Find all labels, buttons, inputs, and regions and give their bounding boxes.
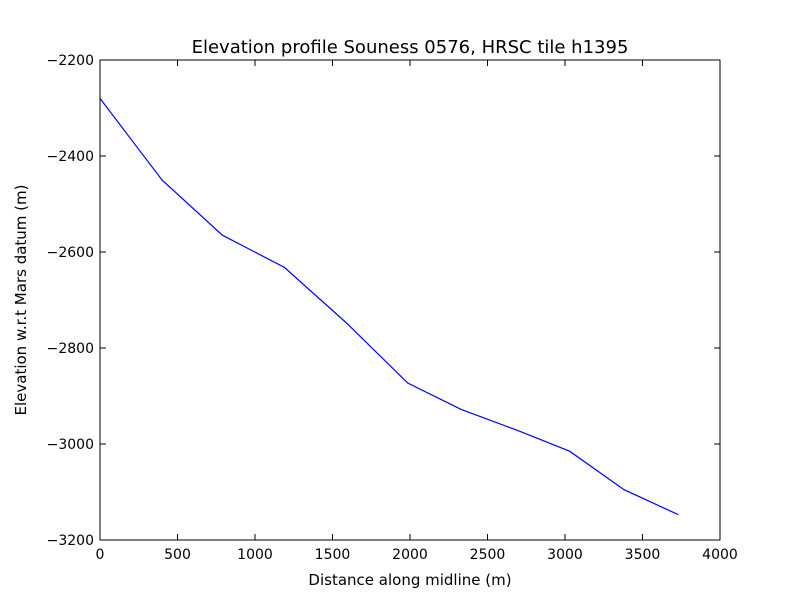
- y-tick-label: −2400: [47, 149, 94, 165]
- x-tick-label: 2500: [470, 547, 506, 563]
- y-tick-label: −3000: [47, 437, 94, 453]
- y-tick-label: −2800: [47, 341, 94, 357]
- x-tick-label: 1500: [315, 547, 351, 563]
- x-tick-label: 0: [96, 547, 105, 563]
- y-axis-label: Elevation w.r.t Mars datum (m): [12, 185, 30, 416]
- x-tick-label: 3000: [547, 547, 583, 563]
- y-tick-label: −3200: [47, 533, 94, 549]
- x-tick-label: 500: [164, 547, 191, 563]
- x-axis-label: Distance along midline (m): [308, 571, 511, 589]
- x-tick-label: 1000: [237, 547, 273, 563]
- x-tick-label: 4000: [702, 547, 738, 563]
- x-tick-label: 3500: [625, 547, 661, 563]
- plot-frame: [99, 59, 721, 541]
- series-layer: [99, 98, 679, 516]
- tick-layer: 0 500 1000 1500 2000 2500 3000 3500 4000 −2200 −24…: [47, 53, 738, 563]
- series-line: [99, 98, 679, 516]
- y-tick-label: −2200: [47, 53, 94, 69]
- chart-title: Elevation profile Souness 0576, HRSC til…: [192, 37, 629, 58]
- x-tick-label: 2000: [392, 547, 428, 563]
- y-tick-label: −2600: [47, 245, 94, 261]
- plot-area: [100, 60, 720, 540]
